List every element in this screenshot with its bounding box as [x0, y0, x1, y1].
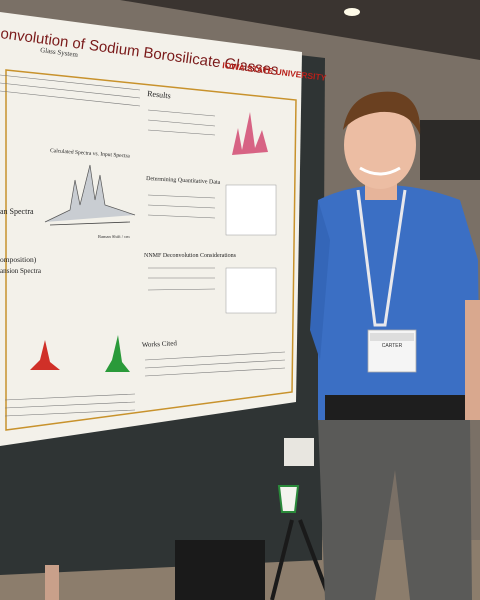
section-heading: Results — [147, 89, 171, 100]
person — [310, 91, 480, 600]
poster-border — [5, 69, 297, 431]
body-text — [0, 74, 286, 417]
spectra-figure — [44, 164, 136, 226]
left-heading: ansion Spectra — [0, 267, 42, 275]
left-heading: an Spectra — [0, 207, 34, 216]
badge-name: CARTER — [382, 343, 403, 349]
axis-label: Raman Shift / cm — [98, 234, 130, 239]
background-person — [175, 540, 265, 600]
left-heading: omposition) — [0, 255, 37, 264]
section-heading: NNMF Deconvolution Considerations — [144, 253, 237, 259]
ceiling — [120, 0, 480, 60]
poster — [0, 12, 302, 446]
note-card — [284, 438, 314, 466]
ceiling-light — [344, 8, 360, 16]
section-heading: Determining Quantitative Data — [146, 176, 221, 186]
poster-plots — [30, 112, 277, 372]
section-heading: Works Cited — [142, 339, 178, 349]
background-leg — [45, 565, 59, 600]
cup — [277, 485, 300, 513]
back-panel — [420, 120, 480, 180]
figure-caption: Calculated Spectra vs. Input Spectra — [50, 148, 131, 160]
